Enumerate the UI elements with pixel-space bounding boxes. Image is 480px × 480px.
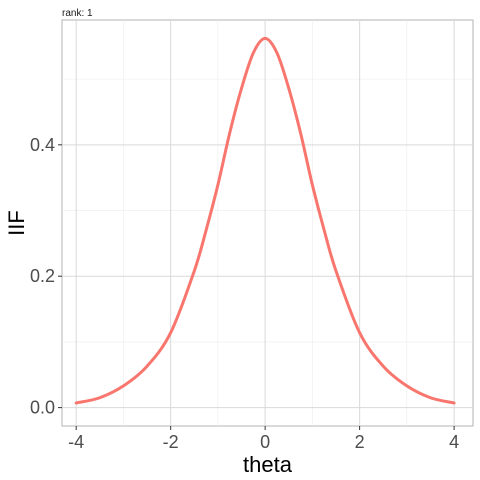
x-axis: -4 -2 0 2 4 bbox=[68, 426, 459, 452]
x-tick-label: 4 bbox=[449, 432, 459, 452]
series-layer bbox=[74, 36, 456, 405]
x-tick-label: 2 bbox=[355, 432, 365, 452]
x-tick-label: -2 bbox=[163, 432, 179, 452]
x-tick-label: 0 bbox=[260, 432, 270, 452]
y-axis: 0.0 0.2 0.4 bbox=[30, 135, 62, 418]
y-tick-label: 0.4 bbox=[30, 135, 55, 155]
facet-strip-label: rank: 1 bbox=[62, 8, 93, 19]
y-tick-label: 0.0 bbox=[30, 398, 55, 418]
major-gridlines bbox=[62, 20, 473, 426]
y-tick-label: 0.2 bbox=[30, 266, 55, 286]
minor-gridlines bbox=[62, 20, 473, 426]
plot-panel bbox=[61, 19, 474, 427]
y-axis-title: IIF bbox=[4, 210, 29, 236]
iif-curve bbox=[74, 36, 456, 405]
x-axis-title: theta bbox=[243, 452, 293, 477]
x-tick-label: -4 bbox=[68, 432, 84, 452]
